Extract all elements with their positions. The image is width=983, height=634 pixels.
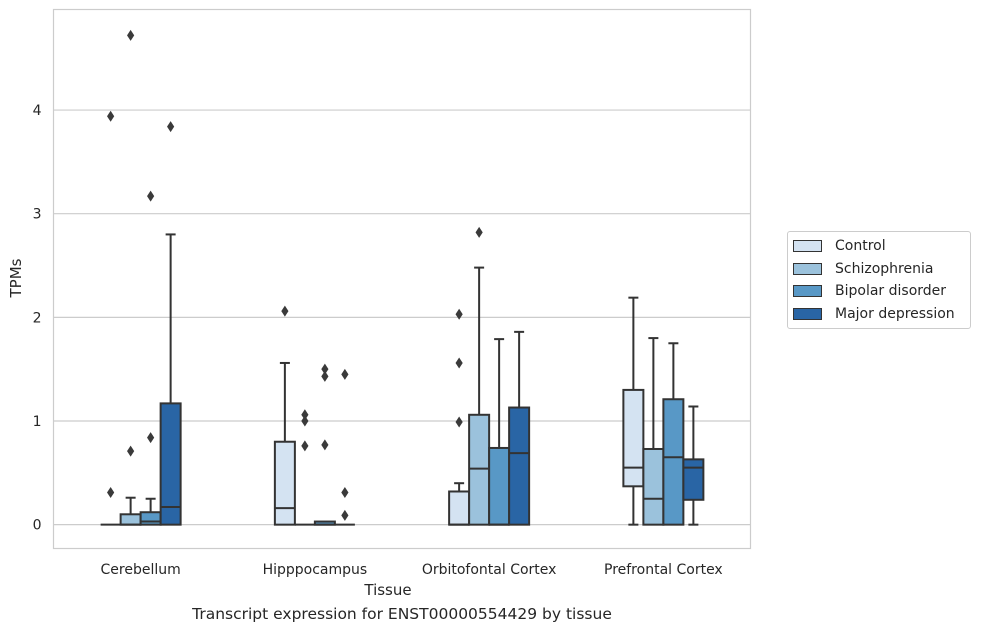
outlier-point xyxy=(107,487,115,499)
outlier-point xyxy=(127,445,135,457)
outlier-point xyxy=(301,415,309,427)
legend-item-bipolar-disorder: Bipolar disorder xyxy=(788,280,970,303)
outlier-point xyxy=(281,305,289,317)
x-tick-label: Cerebellum xyxy=(101,562,181,578)
outlier-point xyxy=(321,439,329,451)
legend-label-control: Control xyxy=(835,238,886,255)
outlier-point xyxy=(341,368,349,380)
legend: Control Schizophrenia Bipolar disorder M… xyxy=(787,231,971,329)
y-tick-label: 2 xyxy=(33,310,42,326)
box-body xyxy=(448,490,471,526)
box-0-1 xyxy=(273,305,296,526)
outlier-point xyxy=(107,110,115,122)
box-2-0 xyxy=(139,190,162,526)
box-1-2 xyxy=(468,226,491,526)
outlier-point xyxy=(147,190,155,202)
outlier-point xyxy=(455,416,463,428)
outlier-point xyxy=(127,29,135,41)
box-body xyxy=(682,458,705,501)
box-body xyxy=(662,398,685,526)
box-2-3 xyxy=(662,342,685,526)
x-tick-label: Hipppocampus xyxy=(263,562,368,578)
box-body xyxy=(468,413,491,526)
plot-frame xyxy=(52,8,752,550)
outlier-point xyxy=(341,487,349,499)
box-0-2 xyxy=(448,308,471,526)
outlier-point xyxy=(455,357,463,369)
y-tick-label: 0 xyxy=(33,518,42,534)
outlier-point xyxy=(455,308,463,320)
x-tick-label: Prefrontal Cortex xyxy=(604,562,723,578)
legend-label-major-depression: Major depression xyxy=(835,305,955,322)
y-tick-label: 1 xyxy=(33,414,42,430)
outlier-point xyxy=(341,509,349,521)
legend-label-schizophrenia: Schizophrenia xyxy=(835,260,934,277)
x-axis-label: Tissue xyxy=(363,581,411,599)
box-body xyxy=(139,511,162,526)
box-body xyxy=(642,447,665,526)
box-0-3 xyxy=(622,296,645,526)
box-3-1 xyxy=(334,368,355,526)
legend-item-control: Control xyxy=(788,235,970,258)
box-2-1 xyxy=(313,363,336,526)
legend-item-schizophrenia: Schizophrenia xyxy=(788,258,970,281)
outlier-point xyxy=(301,409,309,421)
legend-swatch-bipolar-disorder xyxy=(793,285,822,298)
legend-swatch-schizophrenia xyxy=(793,262,822,275)
box-0-0 xyxy=(100,110,121,526)
box-body xyxy=(119,513,142,526)
box-body xyxy=(508,406,531,526)
legend-label-bipolar-disorder: Bipolar disorder xyxy=(835,283,947,300)
outlier-point xyxy=(321,370,329,382)
box-body xyxy=(159,402,182,526)
box-2-2 xyxy=(488,338,511,526)
box-3-0 xyxy=(159,121,182,526)
legend-swatch-major-depression xyxy=(793,307,822,320)
outlier-point xyxy=(301,440,309,452)
box-1-3 xyxy=(642,337,665,526)
y-tick-label: 3 xyxy=(33,207,42,223)
box-1-0 xyxy=(119,29,142,526)
box-body xyxy=(488,446,511,526)
legend-item-major-depression: Major depression xyxy=(788,303,970,326)
tick-labels: 0 1 2 3 4 Cerebellum Hipppocampus Orbitofontal … xyxy=(33,103,723,578)
outlier-point xyxy=(147,432,155,444)
outlier-point xyxy=(167,121,175,133)
y-tick-label: 4 xyxy=(33,103,42,119)
x-tick-label: Orbitofontal Cortex xyxy=(422,562,557,578)
box-body xyxy=(273,440,296,526)
outlier-point xyxy=(321,363,329,375)
box-3-3 xyxy=(682,405,705,526)
box-1-1 xyxy=(294,409,315,526)
y-axis-label: TPMs xyxy=(7,258,25,298)
boxes xyxy=(100,29,705,526)
chart-caption: Transcript expression for ENST0000055442… xyxy=(192,605,612,623)
box-body xyxy=(622,388,645,488)
outlier-point xyxy=(475,226,483,238)
legend-swatch-control xyxy=(793,240,822,253)
box-3-2 xyxy=(508,330,531,526)
